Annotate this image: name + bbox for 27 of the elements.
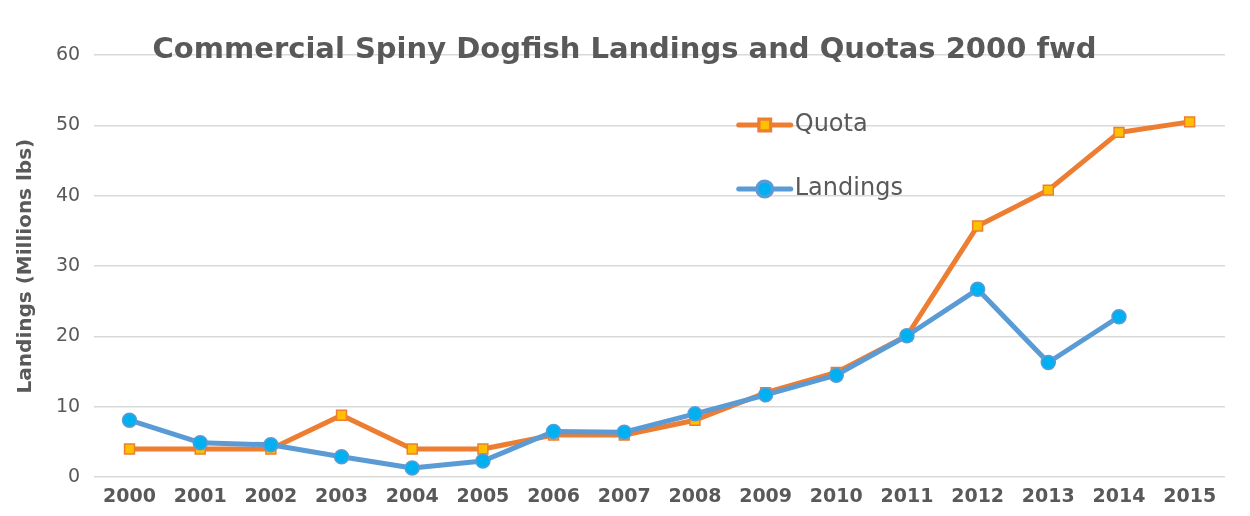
- x-tick-label: 2001: [173, 483, 227, 506]
- x-tick-label: 2015: [1163, 483, 1217, 506]
- x-tick-label: 2014: [1092, 483, 1146, 506]
- x-tick-label: 2005: [456, 483, 510, 506]
- x-tick-label: 2002: [244, 483, 298, 506]
- x-tick-label: 2000: [103, 483, 156, 506]
- legend-label: Quota: [794, 109, 868, 138]
- x-tick-label: 2010: [809, 483, 863, 506]
- y-tick-label: 40: [55, 182, 81, 205]
- y-tick-label: 10: [55, 393, 81, 416]
- legend-label: Landings: [794, 173, 903, 202]
- chart-title: Commercial Spiny Dogfish Landings and Quotas 2000 fwd: [152, 30, 1097, 65]
- x-tick-label: 2006: [527, 483, 581, 506]
- y-tick-label: 60: [55, 41, 81, 64]
- x-tick-label: 2003: [315, 483, 368, 506]
- x-tick-label: 2013: [1021, 483, 1075, 506]
- x-tick-label: 2009: [739, 483, 793, 506]
- x-tick-label: 2007: [597, 483, 651, 506]
- y-tick-label: 0: [68, 464, 81, 487]
- x-tick-label: 2008: [668, 483, 722, 506]
- y-tick-label: 50: [55, 112, 81, 135]
- x-tick-label: 2004: [385, 483, 439, 506]
- y-tick-label: 30: [55, 253, 81, 276]
- x-tick-label: 2012: [951, 483, 1005, 506]
- y-axis-title: Landings (Millions lbs): [12, 138, 37, 394]
- y-tick-label: 20: [55, 323, 81, 346]
- x-tick-label: 2011: [880, 483, 934, 506]
